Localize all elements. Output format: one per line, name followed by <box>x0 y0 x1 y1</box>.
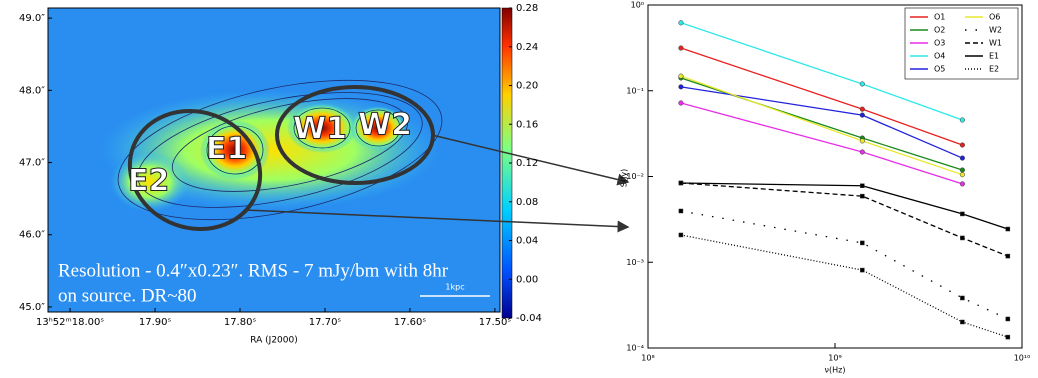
x-tick-label: 17.80ˢ <box>224 317 257 328</box>
data-point <box>679 233 683 237</box>
y-tick-label: 49.0″ <box>19 13 45 24</box>
legend-label: O4 <box>934 52 945 61</box>
colorbar-label: 0.00 <box>516 274 538 285</box>
data-point <box>860 194 864 198</box>
legend-label: O5 <box>934 65 945 74</box>
series-line <box>681 76 962 175</box>
colorbar-label: -0.04 <box>516 313 542 324</box>
legend-label: O2 <box>934 26 945 35</box>
x-tick-label: 10⁸ <box>641 354 654 363</box>
data-point <box>960 296 964 300</box>
data-point <box>960 168 965 173</box>
region-label: E1 <box>206 132 247 167</box>
legend-label: E1 <box>989 52 999 61</box>
data-point <box>1006 335 1010 339</box>
y-tick-label: 45.0″ <box>19 302 45 313</box>
x-tick-label: 17.90ˢ <box>139 317 172 328</box>
y-tick-label: 47.0″ <box>19 158 45 169</box>
data-point <box>860 150 865 155</box>
region-label: E2 <box>128 164 169 199</box>
colorbar-label: 0.20 <box>516 81 538 92</box>
legend-label: W1 <box>989 39 1002 48</box>
y-tick-label: 10⁻² <box>626 172 644 181</box>
data-point <box>679 74 684 79</box>
data-point <box>860 107 865 112</box>
x-tick-label: 10⁹ <box>828 354 841 363</box>
series-line <box>681 211 1008 319</box>
colorbar-label: 0.04 <box>516 236 538 247</box>
y-tick-label: 46.0″ <box>19 230 45 241</box>
colorbar-label: 0.28 <box>516 3 538 14</box>
data-point <box>679 181 683 185</box>
data-point <box>679 21 684 26</box>
x-tick-label: 13ʰ52ᵐ18.00ˢ <box>36 317 104 328</box>
x-tick-label: 17.60ˢ <box>394 317 427 328</box>
caption: Resolution - 0.4″x0.23″. RMS - 7 mJy/bm … <box>58 260 449 281</box>
y-tick-label: 10⁰ <box>631 1 644 10</box>
data-point <box>860 113 865 118</box>
y-tick-label: 48.0″ <box>19 85 45 96</box>
caption: on source. DR~80 <box>58 285 197 306</box>
x-axis-label: RA (J2000) <box>250 336 298 346</box>
series-line <box>681 183 1008 256</box>
x-tick-label: 17.50ˢ <box>479 317 512 328</box>
data-point <box>860 139 865 144</box>
data-point <box>1006 227 1010 231</box>
data-point <box>1006 254 1010 258</box>
x-tick-label: 10¹⁰ <box>1014 354 1031 363</box>
y-tick-label: 10⁻³ <box>626 258 644 267</box>
colorbar-label: 0.08 <box>516 197 538 208</box>
data-point <box>960 212 964 216</box>
scale-bar-label: 1kpc <box>445 283 464 292</box>
data-point <box>679 85 684 90</box>
legend-label: O6 <box>989 13 1000 22</box>
region-label: W1 <box>293 112 347 147</box>
data-point <box>860 184 864 188</box>
data-point <box>960 143 965 148</box>
data-point <box>679 101 684 106</box>
data-point <box>960 118 965 123</box>
colorbar-label: 0.12 <box>516 158 538 169</box>
legend-label: W2 <box>989 26 1002 35</box>
data-point <box>960 236 964 240</box>
data-point <box>679 209 683 213</box>
y-tick-label: 10⁻¹ <box>626 86 644 95</box>
data-point <box>960 320 964 324</box>
region-label: W2 <box>358 108 412 143</box>
y-axis-label: S(Jy) <box>620 169 629 187</box>
data-point <box>860 268 864 272</box>
series-line <box>681 87 962 158</box>
colorbar-label: 0.16 <box>516 119 538 130</box>
x-tick-label: 17.70ˢ <box>309 317 342 328</box>
colorbar-label: 0.24 <box>516 42 538 53</box>
data-point <box>860 82 865 87</box>
data-point <box>1006 317 1010 321</box>
figure: 13ʰ52ᵐ18.00ˢ 17.90ˢ 17.80ˢ 17.70ˢ 17.60ˢ 17.5… <box>0 0 1038 378</box>
legend-label: O1 <box>934 13 945 22</box>
data-point <box>960 172 965 177</box>
series-line <box>681 235 1008 337</box>
data-point <box>679 46 684 51</box>
y-tick-label: 10⁻⁴ <box>626 344 644 353</box>
legend-label: E2 <box>989 65 999 74</box>
x-axis-label: ν(Hz) <box>825 366 846 375</box>
legend-label: O3 <box>934 39 945 48</box>
series-line <box>681 103 962 184</box>
data-point <box>860 241 864 245</box>
data-point <box>960 156 965 161</box>
series-line <box>681 183 1008 229</box>
data-point <box>960 182 965 187</box>
